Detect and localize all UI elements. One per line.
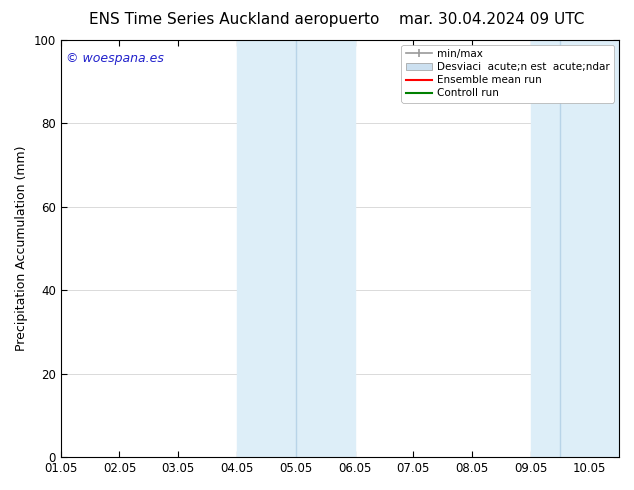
Text: mar. 30.04.2024 09 UTC: mar. 30.04.2024 09 UTC	[399, 12, 585, 27]
Y-axis label: Precipitation Accumulation (mm): Precipitation Accumulation (mm)	[15, 146, 28, 351]
Text: ENS Time Series Auckland aeropuerto: ENS Time Series Auckland aeropuerto	[89, 12, 379, 27]
Legend: min/max, Desviaci  acute;n est  acute;ndar, Ensemble mean run, Controll run: min/max, Desviaci acute;n est acute;ndar…	[401, 45, 614, 102]
Bar	[295, 40, 354, 457]
Text: © woespana.es: © woespana.es	[66, 52, 164, 65]
Bar	[237, 40, 295, 457]
Bar	[560, 40, 619, 457]
Bar	[531, 40, 560, 457]
